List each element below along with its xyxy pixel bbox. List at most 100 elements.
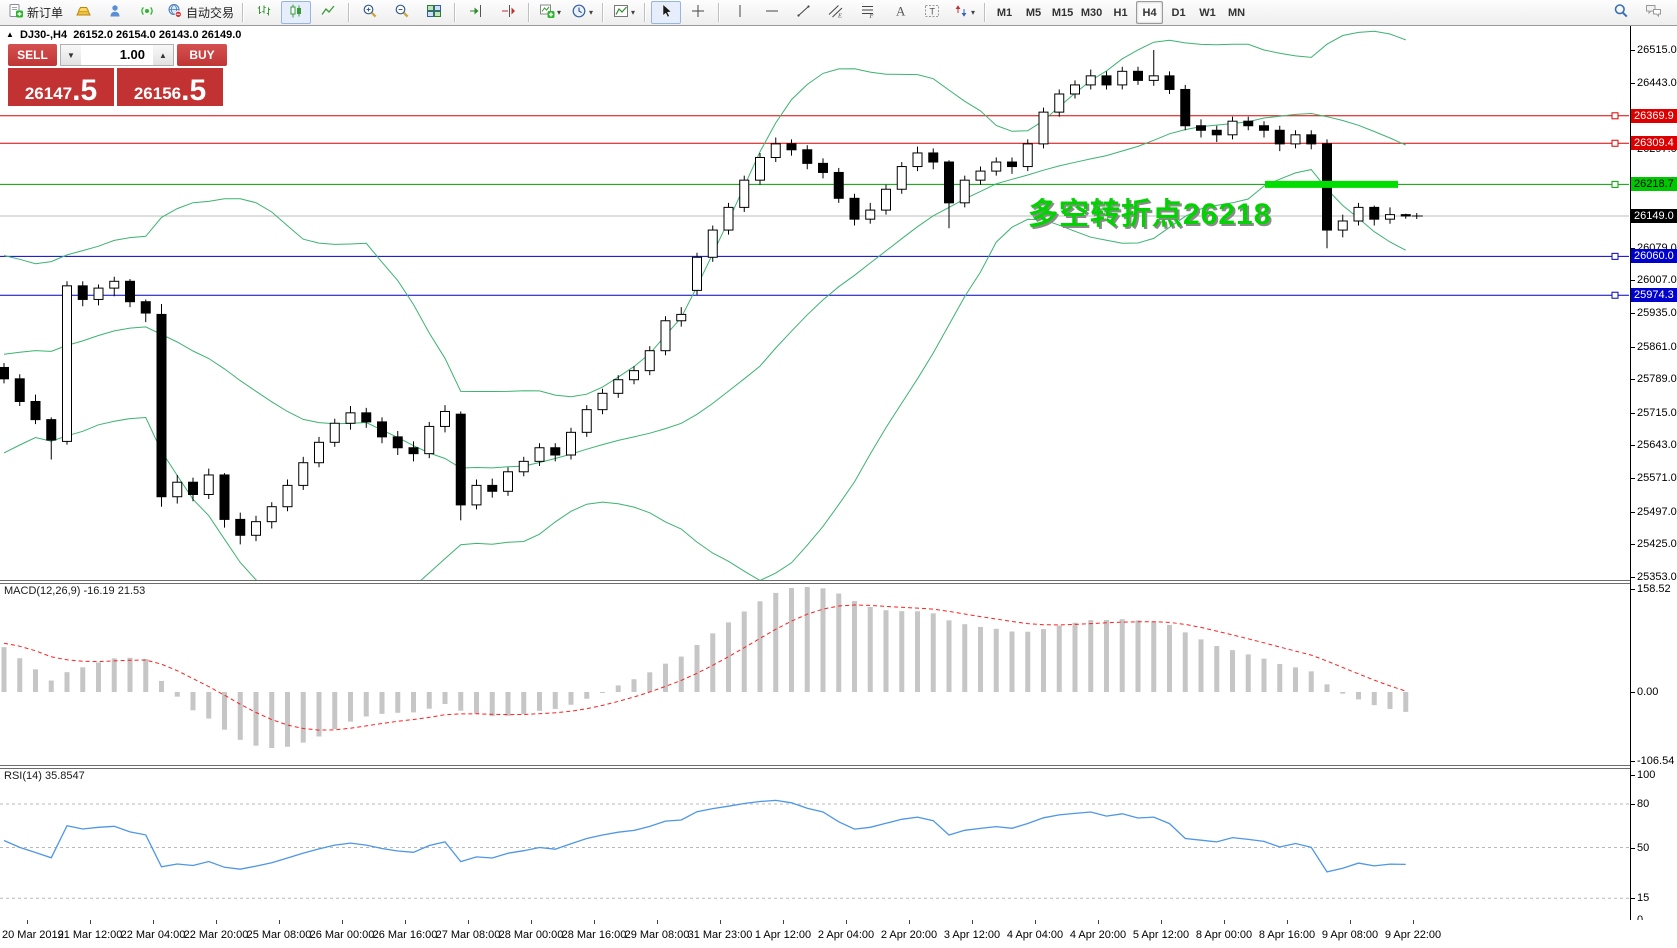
level-line-handle [1611, 291, 1619, 299]
time-tick [1224, 920, 1225, 924]
draw-arrows-button[interactable]: ▾ [949, 1, 979, 24]
draw-trendline-button[interactable] [789, 1, 819, 24]
indicators-button[interactable]: ▾ [609, 1, 639, 24]
profile-chart-button[interactable] [100, 1, 130, 24]
chevron-down-icon: ▾ [589, 8, 594, 17]
rsi-line [3, 799, 1406, 873]
symbol-period-label: DJ30-,H4 [19, 29, 68, 41]
profiles-clock-button[interactable]: ▾ [567, 1, 597, 24]
draw-fibonacci-button[interactable]: F [853, 1, 883, 24]
macd-histogram-bar [474, 692, 479, 714]
timeframe-m1-button[interactable]: M1 [996, 6, 1013, 19]
macd-histogram-bar [663, 663, 668, 692]
time-tick [342, 920, 343, 924]
macd-histogram-bar [678, 656, 684, 692]
timeframe-m5-button[interactable]: M5 [1025, 6, 1042, 19]
sell-price-display[interactable]: 26147 .5 [8, 68, 114, 106]
volume-decrease-button[interactable]: ▼ [61, 45, 81, 65]
chart-bars-button[interactable] [249, 1, 279, 24]
timeframe-h4-button[interactable]: H4 [1136, 1, 1164, 24]
macd-histogram-bar [1056, 625, 1062, 692]
macd-histogram-bar [505, 692, 511, 716]
macd-histogram-bar [899, 611, 905, 692]
chat-button[interactable] [1638, 1, 1668, 24]
buy-price-display[interactable]: 26156 .5 [117, 68, 223, 106]
axis-tick-label: 25643.0 [1637, 439, 1677, 452]
candle [660, 320, 671, 352]
time-tick [27, 920, 28, 924]
candle [1117, 70, 1128, 86]
draw-text-label-button[interactable]: T [917, 1, 947, 24]
macd-indicator-plot[interactable]: MACD(12,26,9) -16.19 21.53 [0, 583, 1630, 765]
macd-histogram-bar [836, 593, 842, 692]
search-button[interactable] [1606, 1, 1636, 24]
timeframe-mn-button[interactable]: MN [1227, 6, 1246, 19]
auto-scroll-button[interactable] [461, 1, 491, 24]
price-chart-plot[interactable] [0, 26, 1630, 580]
chart-candles-button[interactable] [281, 1, 312, 24]
panel-splitter[interactable] [0, 765, 1677, 769]
draw-channel-button[interactable]: E [821, 1, 851, 24]
timeframe-h1-button[interactable]: H1 [1113, 6, 1128, 19]
auto-trading-button[interactable]: 自动交易 [164, 1, 237, 24]
toolbar-separator [454, 3, 457, 22]
candle [156, 313, 167, 498]
chart-shift-button[interactable] [493, 1, 523, 24]
candle [298, 462, 309, 486]
draw-text-label-icon: T [924, 3, 940, 22]
chevron-down-icon: ▾ [971, 8, 976, 17]
candle [1385, 214, 1395, 220]
chat-icon [1645, 3, 1661, 22]
toolbar-separator [718, 3, 721, 22]
volume-input[interactable]: 1.00 [119, 47, 145, 62]
panel-splitter[interactable] [0, 580, 1677, 584]
draw-vline-button[interactable] [725, 1, 755, 24]
gold-tool-button[interactable] [68, 1, 98, 24]
axis-tick [1631, 847, 1635, 849]
draw-channel-icon: E [828, 3, 844, 22]
timeframe-m15-button[interactable]: M15 [1051, 6, 1074, 19]
chart-text-annotation[interactable]: 多空转折点26218 [1028, 198, 1272, 231]
crosshair-button[interactable] [683, 1, 713, 24]
collapse-triangle-icon[interactable]: ▲ [6, 30, 14, 39]
draw-hline-button[interactable] [757, 1, 787, 24]
candle [802, 149, 813, 164]
timeframe-m30-button[interactable]: M30 [1080, 6, 1103, 19]
timeframe-w1-button[interactable]: W1 [1199, 6, 1216, 19]
time-axis[interactable]: 20 Mar 2019 21 Mar 12:00 22 Mar 04:00 22 Ma… [0, 920, 1677, 948]
rsi-indicator-plot[interactable]: RSI(14) 35.8547 [0, 768, 1630, 921]
zoom-out-button[interactable] [387, 1, 417, 24]
macd-histogram-bar [253, 692, 259, 746]
bollinger-lower-band [3, 169, 1406, 580]
price-axis[interactable]: 26515.026443.026297.026079.026007.025935… [1630, 26, 1677, 926]
candle [550, 447, 561, 456]
timeframe-d1-button[interactable]: D1 [1171, 6, 1186, 19]
zoom-in-button[interactable] [355, 1, 385, 24]
draw-text-button[interactable]: A [885, 1, 915, 24]
buy-button[interactable]: BUY [177, 44, 227, 66]
axis-tick [1631, 412, 1635, 414]
volume-increase-button[interactable]: ▲ [153, 45, 173, 65]
candle [1148, 75, 1159, 81]
macd-histogram-bar [820, 588, 826, 692]
axis-tick-label: 26007.0 [1637, 274, 1677, 287]
sell-button[interactable]: SELL [8, 44, 57, 66]
chart-window[interactable]: MACD(12,26,9) -16.19 21.53 RSI(14) 35.85… [0, 26, 1677, 948]
signals-button[interactable] [132, 1, 162, 24]
candle [1400, 214, 1411, 217]
chart-line-button[interactable] [313, 1, 343, 24]
macd-histogram-bar [741, 611, 747, 692]
macd-histogram-bar [411, 692, 416, 713]
pivot-highlight-trendline[interactable] [1265, 180, 1398, 188]
tile-windows-button[interactable] [419, 1, 449, 24]
macd-histogram-bar [1230, 650, 1235, 692]
toolbar-right-icons [1605, 0, 1669, 25]
cursor-button[interactable] [651, 1, 682, 24]
time-tick [279, 920, 280, 924]
new-order-button[interactable]: 新订单 [5, 1, 66, 24]
new-chart-button[interactable]: ▾ [535, 1, 565, 24]
macd-histogram-bar [17, 658, 23, 692]
axis-tick [1631, 247, 1635, 249]
candle [329, 422, 340, 443]
